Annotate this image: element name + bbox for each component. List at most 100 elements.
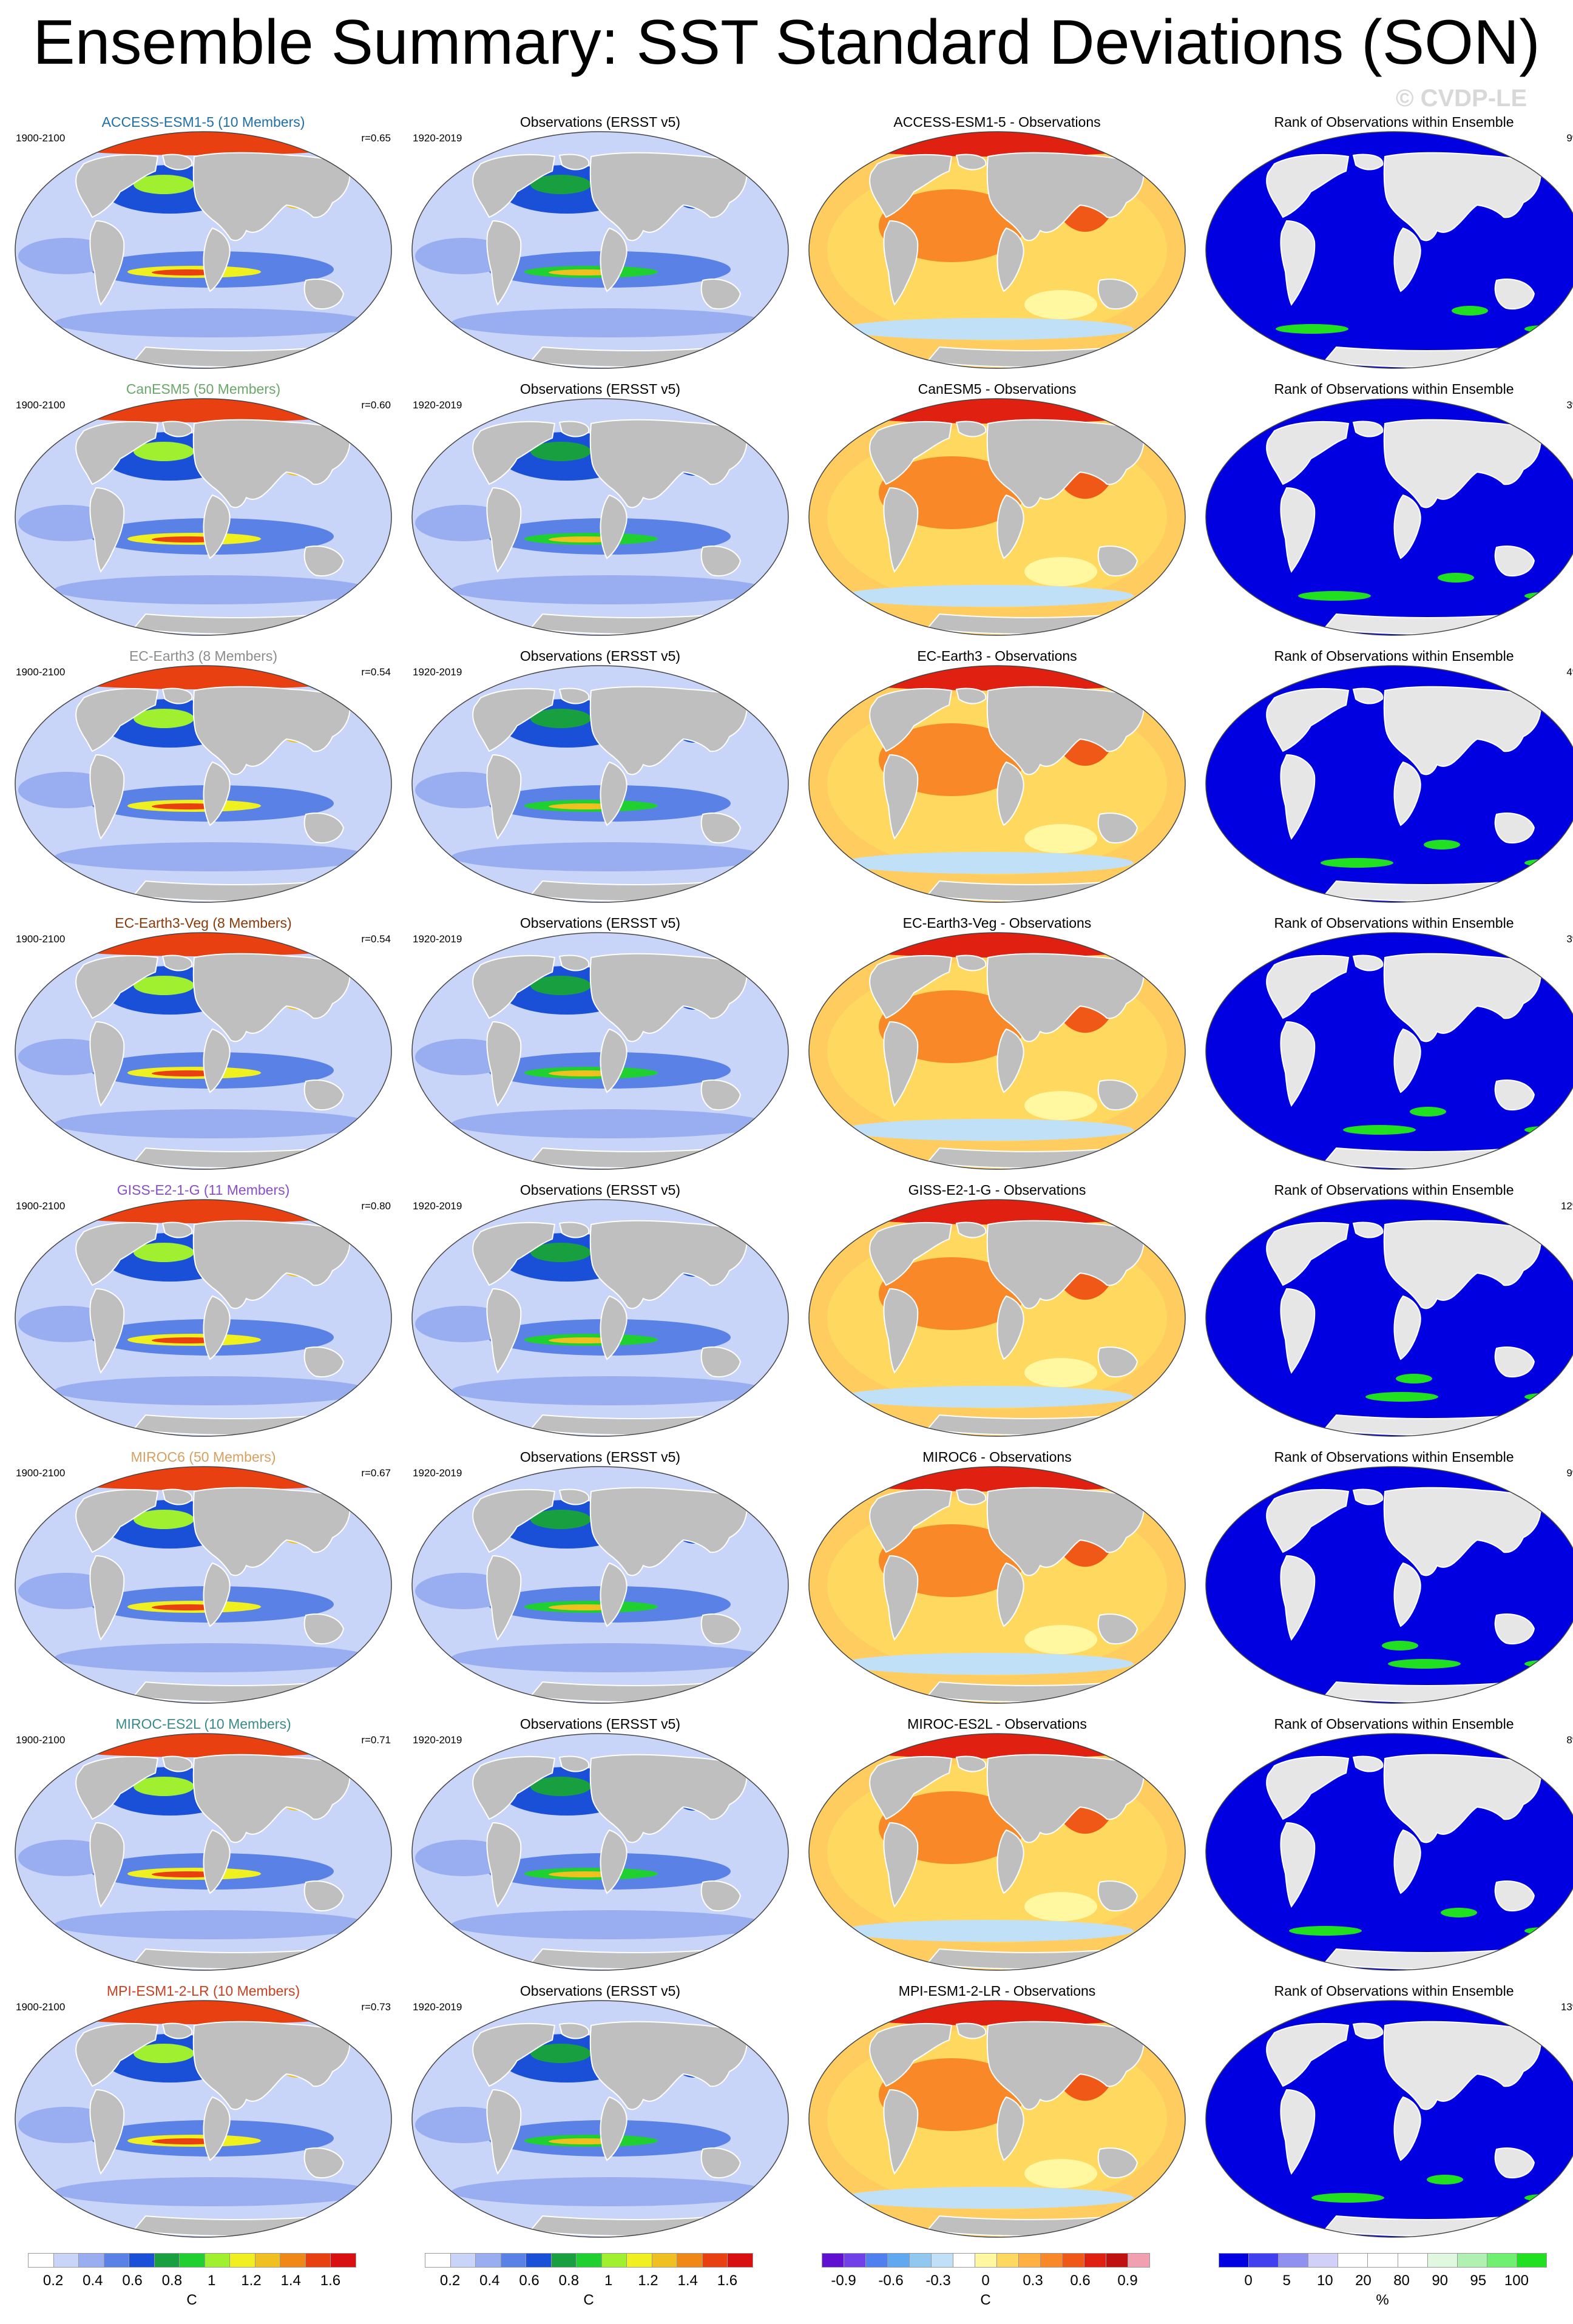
rank-percent-label: 4% [1566,666,1573,678]
diff-map [808,1466,1186,1704]
watermark: © CVDP-LE [1396,85,1527,112]
diff-map [808,131,1186,369]
obs-panel: Observations (ERSST v5) 1920-2019 [403,1444,797,1711]
landmass [161,2022,193,2039]
rank-percent-label: 13% [1560,2001,1573,2013]
colorbar-tick-label: 10 [1316,2272,1333,2289]
landmass [700,279,742,309]
colorbar-tick-label: 0.8 [161,2272,183,2289]
landmass [869,1755,953,1820]
landmass [192,686,351,775]
ensemble-row: GISS-E2-1-G (11 Members) 1900-2100 r=0.80 O… [0,1177,1573,1444]
landmass [1383,1220,1541,1309]
colorbar-swatch [651,2253,678,2268]
landmass [986,1754,1145,1843]
colorbar-swatch [28,2253,54,2268]
pattern-correlation-label: r=0.60 [361,399,391,411]
page-title: Ensemble Summary: SST Standard Deviation… [33,7,1540,78]
landmass [600,1028,628,1093]
diff-panel: MIROC-ES2L - Observations [800,1711,1194,1978]
colorbar-tick-label: 0.6 [1070,2272,1091,2289]
obs-map [411,1466,789,1704]
landmass [1393,1028,1421,1093]
rank-map [1205,398,1573,636]
landmass [1266,154,1350,218]
model-map [15,1733,392,1971]
pattern-correlation-label: r=0.71 [361,1734,391,1746]
landmass [996,1028,1024,1093]
colorbar-tick-label: 0.9 [1117,2272,1138,2289]
landmass [1393,494,1421,559]
landmass [1352,954,1384,971]
landmass [558,2022,590,2039]
landmass [1280,487,1316,573]
colorbar-tick-label: 1 [207,2272,216,2289]
landmass [1383,686,1541,775]
rank-panel-title: Rank of Observations within Ensemble [1274,114,1514,130]
ensemble-row: MPI-ESM1-2-LR (10 Members) 1900-2100 r=0.7… [0,1978,1573,2245]
colorbar-tick-label: 0.6 [122,2272,143,2289]
model-map [15,1199,392,1437]
colorbar-tick-label: 0 [981,2272,990,2289]
landmass [600,494,628,559]
pattern-correlation-label: r=0.54 [361,666,391,678]
colorbar-tick-label: 95 [1470,2272,1487,2289]
landmass [161,154,193,171]
colorbar-swatch [822,2253,844,2268]
diff-map [808,1199,1186,1437]
landmass [1280,2089,1316,2175]
landmass [1393,1829,1421,1894]
rank-panel: Rank of Observations within Ensemble 3% [1197,376,1573,643]
landmass [1383,1754,1541,1843]
landmass [1280,754,1316,840]
landmass [869,954,953,1019]
landmass [986,953,1145,1042]
landmass [1383,2021,1541,2110]
rank-panel: Rank of Observations within Ensemble 3% [1197,910,1573,1177]
landmass [600,1829,628,1894]
colorbar-swatch [909,2253,932,2268]
colorbar-swatch [450,2253,476,2268]
landmass [883,1288,919,1374]
rank-panel-title: Rank of Observations within Ensemble [1274,1182,1514,1198]
obs-panel-title: Observations (ERSST v5) [519,1716,681,1732]
landmass [1393,227,1421,292]
model-panel: MIROC-ES2L (10 Members) 1900-2100 r=0.71 [6,1711,401,1978]
landmass [89,487,125,573]
landmass [986,2021,1145,2110]
landmass [472,154,556,218]
landmass [589,686,748,775]
landmass [89,754,125,840]
colorbar-swatch [1397,2253,1428,2268]
landmass [472,1221,556,1286]
diff-map [808,2000,1186,2238]
landmass [869,1488,953,1553]
landmass [955,421,987,437]
colorbar-swatch [53,2253,79,2268]
diff-panel-title: ACCESS-ESM1-5 - Observations [893,114,1101,130]
rank-map [1205,131,1573,369]
landmass [303,279,345,309]
landmass [303,1346,345,1377]
landmass [1352,1755,1384,1772]
rank-panel-title: Rank of Observations within Ensemble [1274,1716,1514,1732]
colorbar-swatch [887,2253,910,2268]
landmass [1383,1487,1541,1576]
colorbar-model: 0.2 0.4 0.6 0.8 1 1.2 1.4 1.6 C [22,2248,362,2315]
landmass [1097,1346,1138,1377]
colorbar-tick-label: 0.2 [439,2272,461,2289]
landmass [883,487,919,573]
landmass [472,1488,556,1553]
rank-panel: Rank of Observations within Ensemble 8% [1197,1711,1573,1978]
colorbar-swatch [1367,2253,1398,2268]
colorbar-tick-label: -0.9 [831,2272,856,2289]
landmass [1494,1079,1535,1110]
landmass [600,227,628,292]
obs-map [411,932,789,1170]
diff-panel-title: EC-Earth3 - Observations [917,648,1077,664]
year-range-label: 1900-2100 [16,2001,66,2013]
landmass [203,1295,231,1360]
landmass [1352,421,1384,437]
ensemble-row: MIROC6 (50 Members) 1900-2100 r=0.67 Observ… [0,1444,1573,1711]
landmass [75,154,159,218]
